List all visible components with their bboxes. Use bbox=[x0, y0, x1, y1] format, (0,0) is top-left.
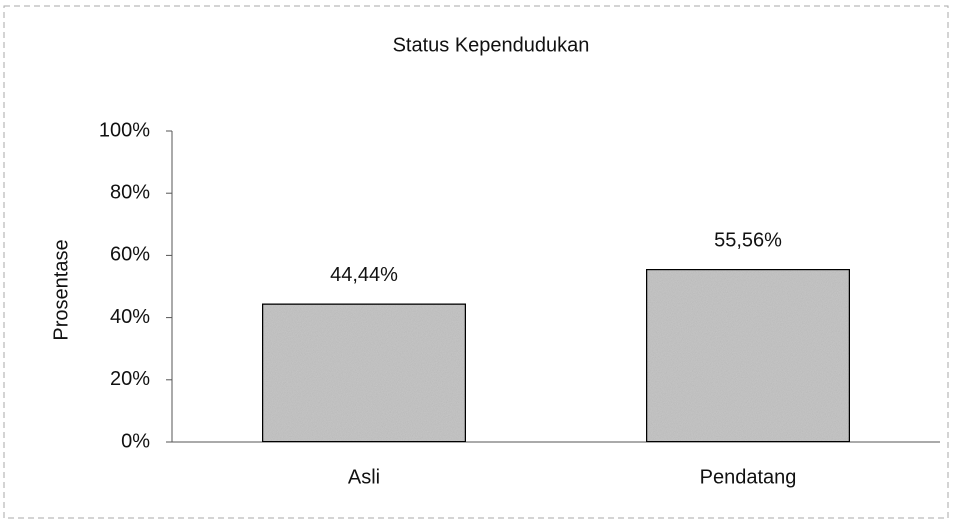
x-tick-label: Pendatang bbox=[700, 466, 797, 488]
bar bbox=[261, 302, 467, 443]
y-tick-label: 80% bbox=[110, 181, 150, 203]
chart-frame bbox=[3, 5, 949, 519]
chart-title: Status Kependudukan bbox=[393, 34, 590, 56]
y-tick-label: 60% bbox=[110, 244, 150, 266]
y-tick-label: 20% bbox=[110, 368, 150, 390]
x-tick-label: Asli bbox=[348, 466, 380, 488]
data-label: 55,56% bbox=[714, 229, 782, 251]
data-label: 44,44% bbox=[330, 264, 398, 286]
y-tick-label: 40% bbox=[110, 306, 150, 328]
y-tick-label: 0% bbox=[121, 430, 150, 452]
y-axis-title: Prosentase bbox=[50, 239, 72, 340]
y-tick-label: 100% bbox=[99, 119, 150, 141]
bar bbox=[645, 268, 851, 443]
